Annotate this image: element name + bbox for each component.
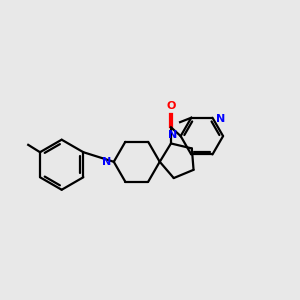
Text: N: N: [102, 157, 111, 167]
Text: N: N: [216, 114, 225, 124]
Text: O: O: [166, 101, 176, 111]
Text: N: N: [168, 130, 177, 140]
